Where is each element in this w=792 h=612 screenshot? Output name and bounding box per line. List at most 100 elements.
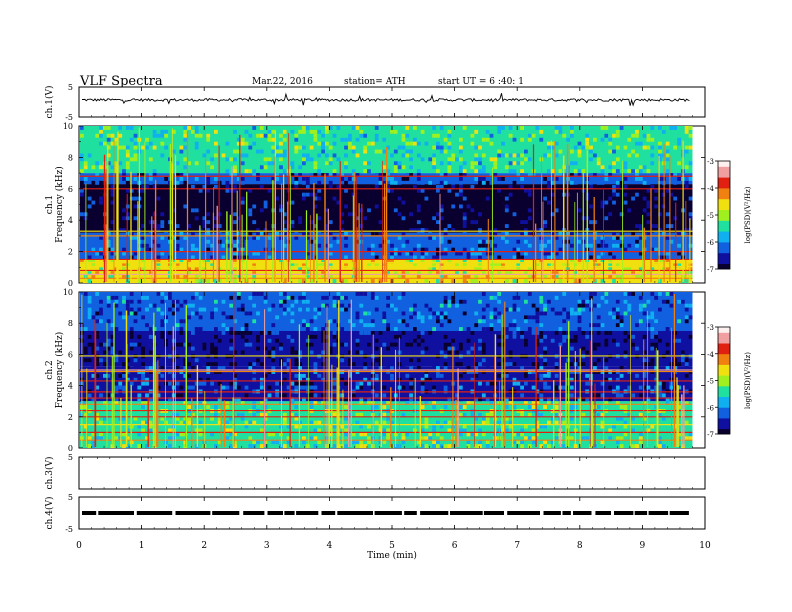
spectral-cell bbox=[125, 346, 130, 351]
spectral-cell bbox=[332, 381, 337, 386]
spectral-cell bbox=[604, 436, 609, 441]
spectral-cell bbox=[684, 180, 689, 185]
spectral-cell bbox=[125, 177, 130, 181]
spectral-cell bbox=[604, 216, 609, 221]
spectral-cell bbox=[570, 405, 574, 409]
spectral-cell bbox=[428, 307, 433, 312]
spectral-cell bbox=[129, 271, 134, 276]
spectral-cell bbox=[558, 188, 563, 193]
spectral-cell bbox=[229, 188, 234, 193]
spectral-cell bbox=[665, 235, 670, 240]
spectral-cell bbox=[478, 346, 482, 351]
spectral-cell bbox=[466, 204, 471, 209]
spectral-cell bbox=[478, 251, 482, 256]
spectral-cell bbox=[141, 401, 145, 406]
spectral-cell bbox=[171, 235, 176, 240]
spectral-cell bbox=[87, 133, 92, 138]
spectral-cell bbox=[558, 279, 563, 283]
spectral-cell bbox=[183, 358, 188, 363]
spectral-cell bbox=[133, 251, 138, 256]
spectral-cell bbox=[122, 169, 126, 174]
spectral-cell bbox=[233, 255, 237, 260]
spectral-cell bbox=[87, 204, 92, 209]
spectral-cell bbox=[436, 224, 440, 228]
spectral-cell bbox=[321, 350, 325, 355]
spectral-cell bbox=[623, 420, 628, 425]
spectral-cell bbox=[677, 405, 681, 409]
spectral-cell bbox=[83, 346, 88, 351]
spectral-cell bbox=[623, 192, 628, 197]
spectral-cell bbox=[298, 385, 302, 390]
spectral-cell bbox=[91, 358, 96, 363]
spectral-cell bbox=[160, 416, 165, 421]
spectral-cell bbox=[252, 141, 257, 146]
spectral-cell bbox=[309, 129, 314, 134]
spectral-cell bbox=[175, 432, 180, 437]
spectral-cell bbox=[248, 145, 253, 150]
spectral-cell bbox=[198, 366, 203, 370]
spectral-cell bbox=[332, 331, 337, 335]
spectral-cell bbox=[638, 228, 643, 232]
spectral-cell bbox=[233, 377, 237, 382]
spectral-cell bbox=[325, 153, 329, 158]
spectral-cell bbox=[302, 299, 306, 304]
spectral-cell bbox=[600, 126, 605, 130]
spectral-cell bbox=[374, 440, 379, 445]
spectral-cell bbox=[508, 169, 513, 174]
spectral-cell bbox=[619, 299, 624, 304]
spectral-cell bbox=[489, 295, 494, 300]
spectral-cell bbox=[313, 428, 318, 433]
spectral-cell bbox=[455, 157, 459, 162]
spectral-cell bbox=[520, 358, 524, 363]
spectral-cell bbox=[470, 346, 475, 351]
spectral-cell bbox=[367, 401, 371, 406]
spectral-cell bbox=[217, 180, 222, 185]
spectral-cell bbox=[428, 204, 433, 209]
spectral-cell bbox=[290, 204, 295, 209]
spectral-cell bbox=[106, 275, 111, 279]
spectral-cell bbox=[570, 133, 574, 138]
spectral-cell bbox=[501, 126, 505, 130]
spectral-cell bbox=[359, 397, 364, 402]
spectral-cell bbox=[600, 440, 605, 445]
spectral-cell bbox=[302, 145, 306, 150]
spectral-cell bbox=[187, 271, 191, 276]
spectral-cell bbox=[378, 243, 383, 248]
spectral-cell bbox=[531, 440, 536, 445]
spectral-cell bbox=[386, 428, 390, 433]
spectral-cell bbox=[133, 141, 138, 146]
spectral-cell bbox=[459, 436, 463, 441]
spectral-cell bbox=[229, 428, 234, 433]
spectral-cell bbox=[332, 133, 337, 138]
spectral-cell bbox=[210, 412, 214, 417]
spectral-cell bbox=[259, 232, 264, 236]
spectral-cell bbox=[459, 373, 463, 378]
spectral-cell bbox=[309, 145, 314, 150]
spectral-cell bbox=[110, 323, 115, 328]
spectral-cell bbox=[305, 180, 310, 185]
spectral-cell bbox=[183, 157, 188, 162]
spectral-cell bbox=[183, 184, 188, 189]
spectral-cell bbox=[436, 184, 440, 189]
spectral-cell bbox=[600, 381, 605, 386]
spectral-cell bbox=[374, 173, 379, 177]
spectral-cell bbox=[497, 153, 502, 158]
spectral-cell bbox=[275, 149, 279, 154]
spectral-cell bbox=[99, 200, 103, 205]
spectral-cell bbox=[122, 255, 126, 260]
spectral-cell bbox=[478, 444, 482, 448]
spectral-cell bbox=[160, 303, 165, 308]
spectral-cell bbox=[524, 149, 528, 154]
spectral-cell bbox=[462, 126, 467, 130]
spectral-cell bbox=[470, 224, 475, 228]
spectral-cell bbox=[152, 303, 157, 308]
spectral-cell bbox=[286, 366, 291, 370]
spectral-cell bbox=[547, 263, 551, 268]
spectral-cell bbox=[608, 133, 613, 138]
spectral-cell bbox=[259, 149, 264, 154]
spectral-cell bbox=[619, 319, 624, 324]
spectral-cell bbox=[129, 232, 134, 236]
spectral-cell bbox=[558, 232, 563, 236]
spectral-cell bbox=[432, 424, 436, 429]
